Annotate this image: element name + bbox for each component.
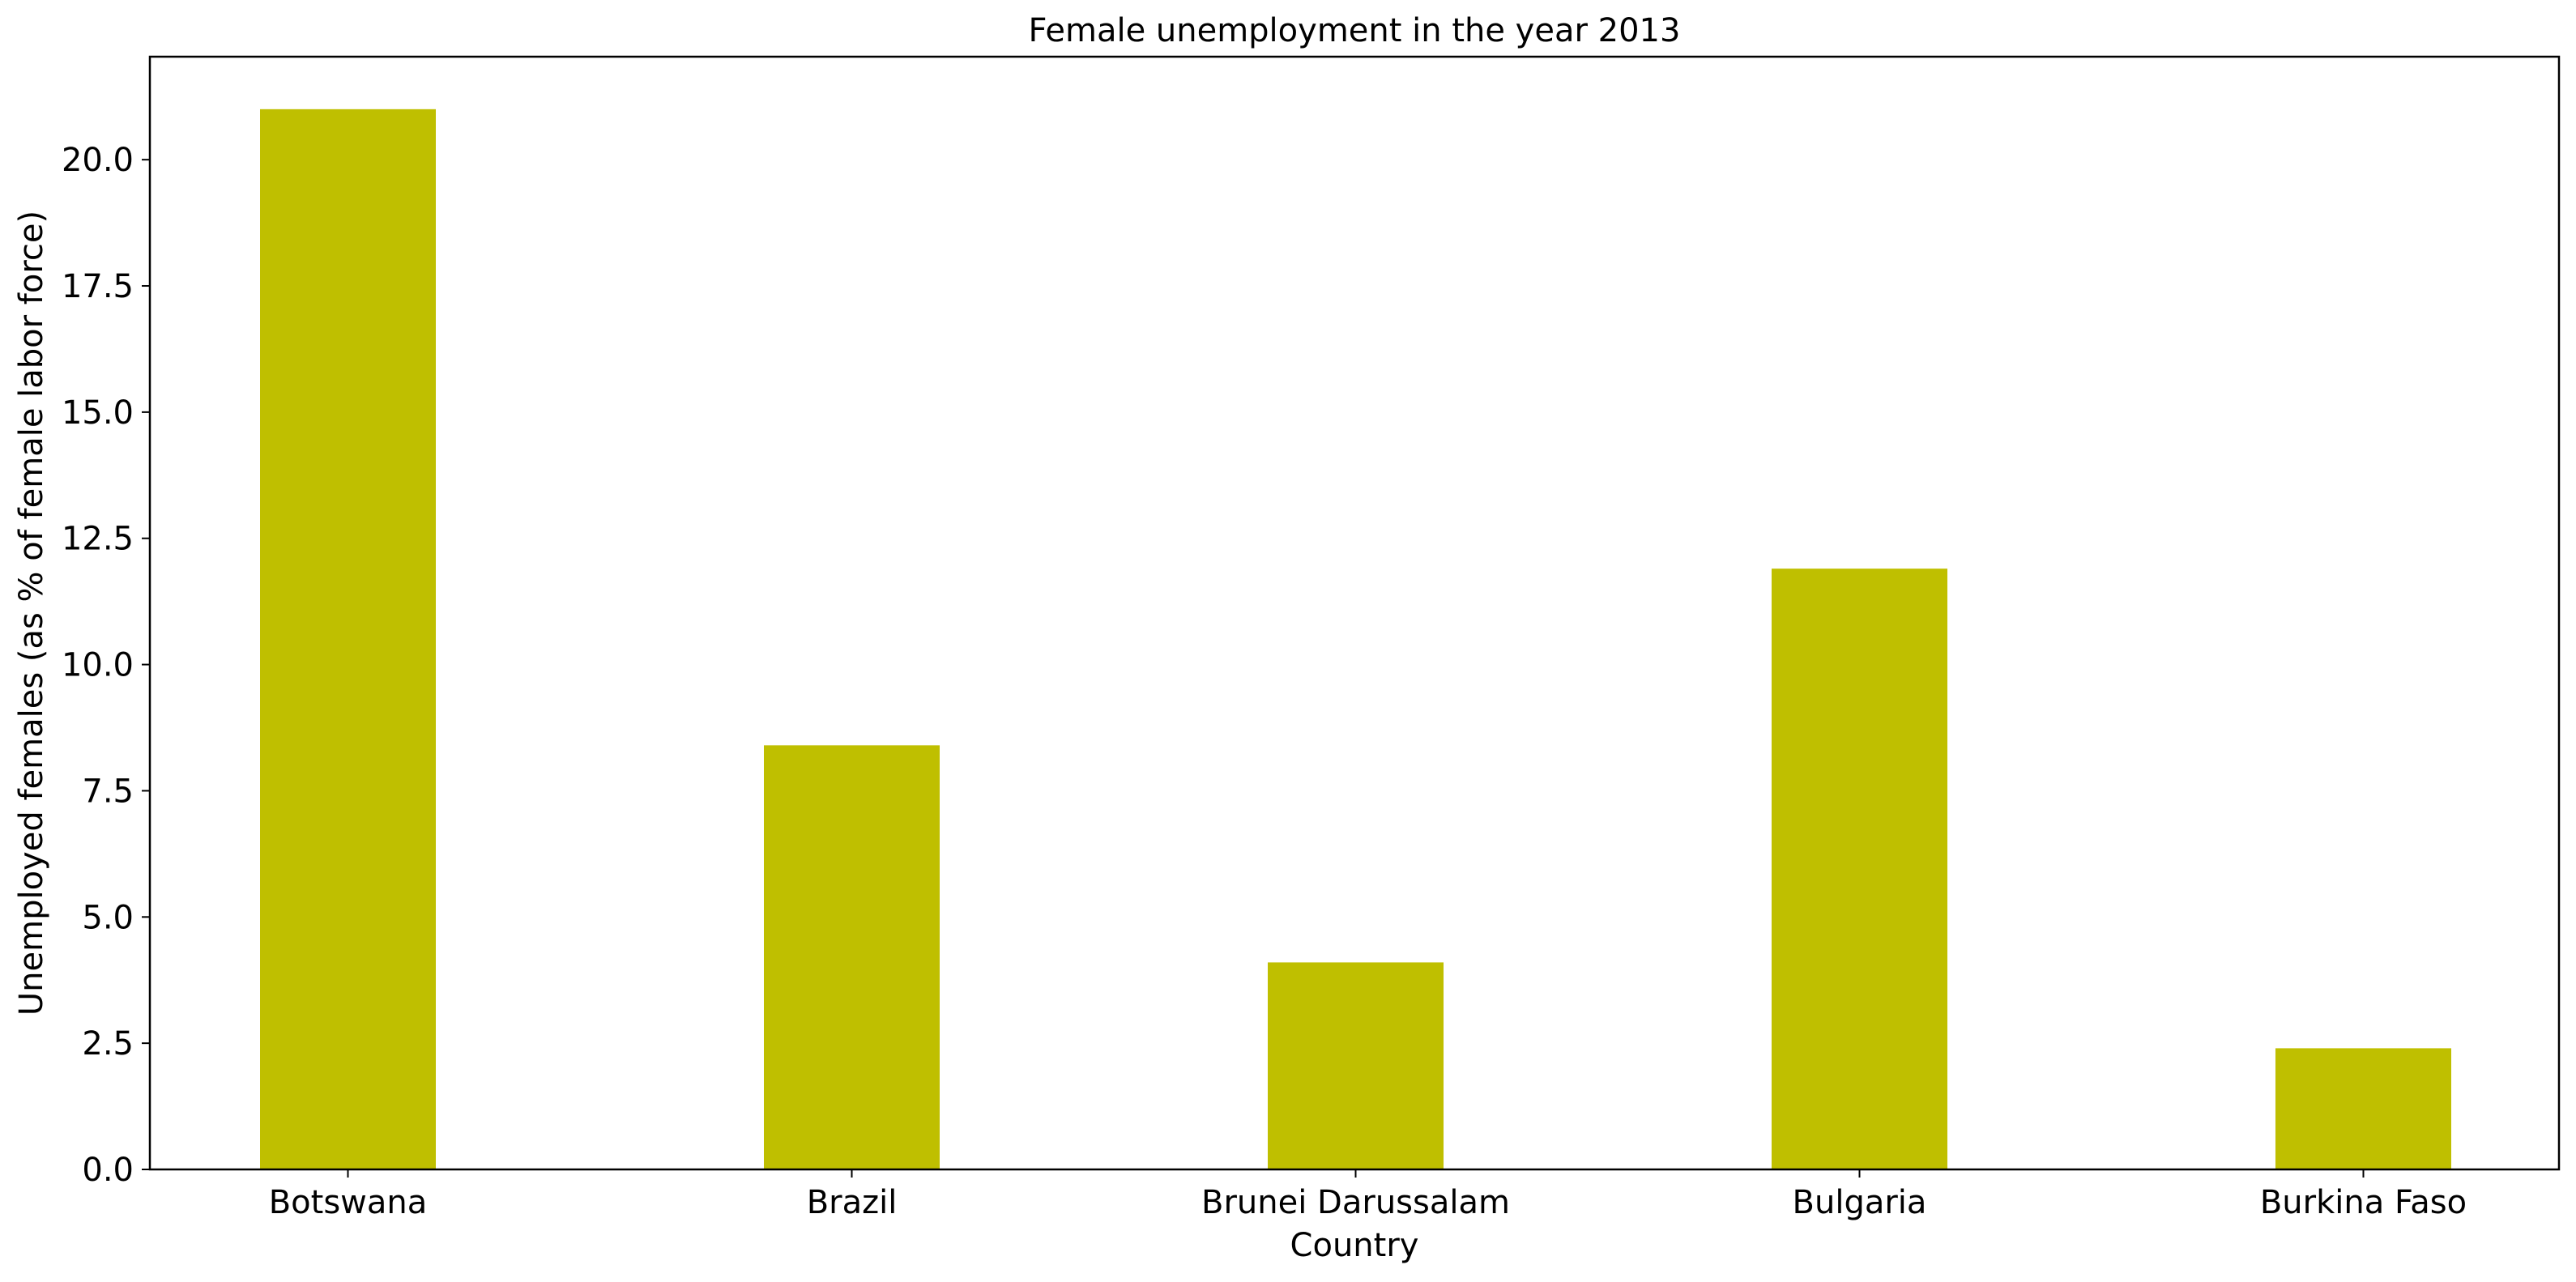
y-tick-label: 12.5 xyxy=(62,521,134,558)
y-tick-label: 2.5 xyxy=(82,1025,134,1063)
y-tick-label: 15.0 xyxy=(62,394,134,432)
x-axis-label: Country xyxy=(1290,1227,1419,1264)
x-tick-label: Brazil xyxy=(807,1184,898,1221)
x-tick-label: Bulgaria xyxy=(1793,1184,1927,1221)
y-tick-label: 10.0 xyxy=(62,647,134,684)
y-tick-label: 20.0 xyxy=(62,142,134,179)
y-tick-label: 17.5 xyxy=(62,268,134,305)
x-tick-label: Burkina Faso xyxy=(2260,1184,2467,1221)
y-tick-label: 0.0 xyxy=(82,1152,134,1189)
plot-frame xyxy=(148,55,2561,1171)
y-tick-label: 5.0 xyxy=(82,899,134,936)
y-axis-ticks: 0.0 2.5 5.0 7.5 10.0 12.5 15.0 17.5 20.0 xyxy=(62,142,150,1189)
bar-burkina-faso xyxy=(2275,1048,2451,1169)
bars-layer xyxy=(260,109,2451,1169)
x-axis-ticks: Botswana Brazil Brunei Darussalam Bulgaria B… xyxy=(269,1169,2467,1221)
chart-title: Female unemployment in the year 2013 xyxy=(1029,12,1681,49)
y-tick-label: 7.5 xyxy=(82,773,134,810)
bar-bulgaria xyxy=(1772,569,1947,1169)
y-axis-label: Unemployed females (as % of female labor… xyxy=(13,211,50,1016)
bar-brazil xyxy=(764,745,940,1169)
x-tick-label: Brunei Darussalam xyxy=(1201,1184,1510,1221)
bar-botswana xyxy=(260,109,436,1169)
x-tick-label: Botswana xyxy=(269,1184,428,1221)
bar-brunei-darussalam xyxy=(1268,962,1444,1169)
